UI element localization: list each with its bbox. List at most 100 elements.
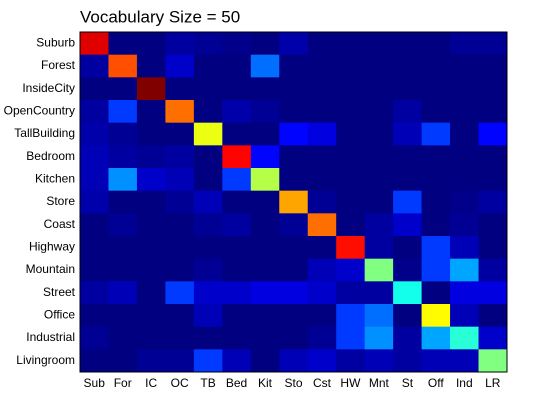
- heatmap-cell: [478, 145, 508, 169]
- heatmap-cell: [250, 77, 280, 101]
- heatmap-cell: [80, 168, 109, 192]
- x-tick-label: TB: [200, 376, 215, 390]
- y-tick-label: Bedroom: [26, 149, 75, 163]
- x-tick-label: St: [402, 376, 414, 390]
- heatmap-cell: [165, 281, 195, 305]
- heatmap-cell: [165, 258, 195, 282]
- heatmap-cell: [108, 145, 138, 169]
- heatmap-cell: [336, 326, 366, 350]
- heatmap-cell: [222, 77, 252, 101]
- heatmap-cell: [450, 168, 480, 192]
- heatmap-cell: [364, 236, 394, 260]
- heatmap-cell: [165, 326, 195, 350]
- heatmap-cell: [421, 145, 451, 169]
- heatmap-cell: [165, 304, 195, 328]
- heatmap-cell: [250, 54, 280, 78]
- heatmap-cell: [279, 281, 309, 305]
- heatmap-cell: [421, 122, 451, 146]
- heatmap-cell: [336, 122, 366, 146]
- heatmap-cell: [421, 281, 451, 305]
- heatmap-cell: [279, 349, 309, 373]
- heatmap-cell: [193, 32, 223, 56]
- heatmap-cell: [307, 77, 337, 101]
- heatmap-cell: [421, 190, 451, 214]
- x-tick-label: OC: [171, 376, 189, 390]
- heatmap-cell: [250, 145, 280, 169]
- heatmap-cell: [136, 100, 166, 124]
- heatmap-cell: [478, 122, 508, 146]
- chart-title: Vocabulary Size = 50: [80, 7, 240, 26]
- y-tick-label: Coast: [44, 217, 76, 231]
- heatmap-cell: [393, 258, 423, 282]
- heatmap-cell: [307, 145, 337, 169]
- heatmap-cell: [307, 100, 337, 124]
- heatmap-cell: [450, 100, 480, 124]
- heatmap-cell: [108, 190, 138, 214]
- heatmap-cell: [136, 32, 166, 56]
- heatmap-cell: [450, 349, 480, 373]
- heatmap-cell: [279, 236, 309, 260]
- heatmap-cell: [450, 77, 480, 101]
- heatmap-cell: [165, 122, 195, 146]
- heatmap-cell: [80, 54, 109, 78]
- heatmap-cell: [421, 32, 451, 56]
- heatmap-cell: [279, 213, 309, 237]
- heatmap-cell: [307, 213, 337, 237]
- heatmap-cell: [136, 122, 166, 146]
- heatmap-cell: [80, 32, 109, 56]
- heatmap-cell: [80, 122, 109, 146]
- heatmap-cell: [279, 54, 309, 78]
- plot-frame: [79, 31, 508, 373]
- heatmap-cell: [193, 326, 223, 350]
- heatmap-cell: [250, 32, 280, 56]
- heatmap-cell: [222, 349, 252, 373]
- heatmap-cell: [80, 145, 109, 169]
- heatmap-cell: [336, 54, 366, 78]
- y-tick-label: Office: [44, 308, 75, 322]
- x-tick-label: Sto: [284, 376, 302, 390]
- y-tick-label: InsideCity: [22, 81, 75, 95]
- heatmap-cell: [193, 213, 223, 237]
- heatmap-cell: [108, 258, 138, 282]
- heatmap-cell: [279, 304, 309, 328]
- heatmap-cell: [136, 190, 166, 214]
- heatmap-cell: [393, 122, 423, 146]
- heatmap-cell: [136, 213, 166, 237]
- heatmap-cell: [136, 168, 166, 192]
- heatmap-cell: [450, 145, 480, 169]
- heatmap-cell: [478, 236, 508, 260]
- heatmap-cell: [80, 190, 109, 214]
- heatmap-cell: [80, 281, 109, 305]
- heatmap-cell: [279, 122, 309, 146]
- heatmap-cell: [250, 236, 280, 260]
- heatmap-cell: [393, 77, 423, 101]
- heatmap-cell: [193, 236, 223, 260]
- heatmap-cell: [307, 349, 337, 373]
- heatmap-cell: [250, 281, 280, 305]
- heatmap-cell: [193, 77, 223, 101]
- heatmap-cell: [478, 32, 508, 56]
- heatmap-cell: [393, 326, 423, 350]
- y-tick-label: TallBuilding: [14, 126, 75, 140]
- heatmap-cell: [80, 236, 109, 260]
- heatmap-cell: [222, 304, 252, 328]
- x-tick-label: Cst: [313, 376, 332, 390]
- heatmap-cell: [450, 122, 480, 146]
- heatmap-cell: [450, 258, 480, 282]
- heatmap-cell: [222, 122, 252, 146]
- heatmap-cell: [364, 54, 394, 78]
- heatmap-cell: [279, 32, 309, 56]
- y-tick-label: Industrial: [26, 330, 75, 344]
- heatmap-cell: [364, 326, 394, 350]
- x-tick-label: Ind: [456, 376, 473, 390]
- x-tick-label: LR: [485, 376, 501, 390]
- heatmap-cell: [222, 236, 252, 260]
- heatmap-cell: [193, 190, 223, 214]
- heatmap-cell: [250, 326, 280, 350]
- heatmap-cell: [336, 258, 366, 282]
- heatmap-cell: [193, 100, 223, 124]
- heatmap-cell: [250, 122, 280, 146]
- heatmap-cell: [307, 304, 337, 328]
- heatmap-cell: [393, 100, 423, 124]
- heatmap-cell: [279, 326, 309, 350]
